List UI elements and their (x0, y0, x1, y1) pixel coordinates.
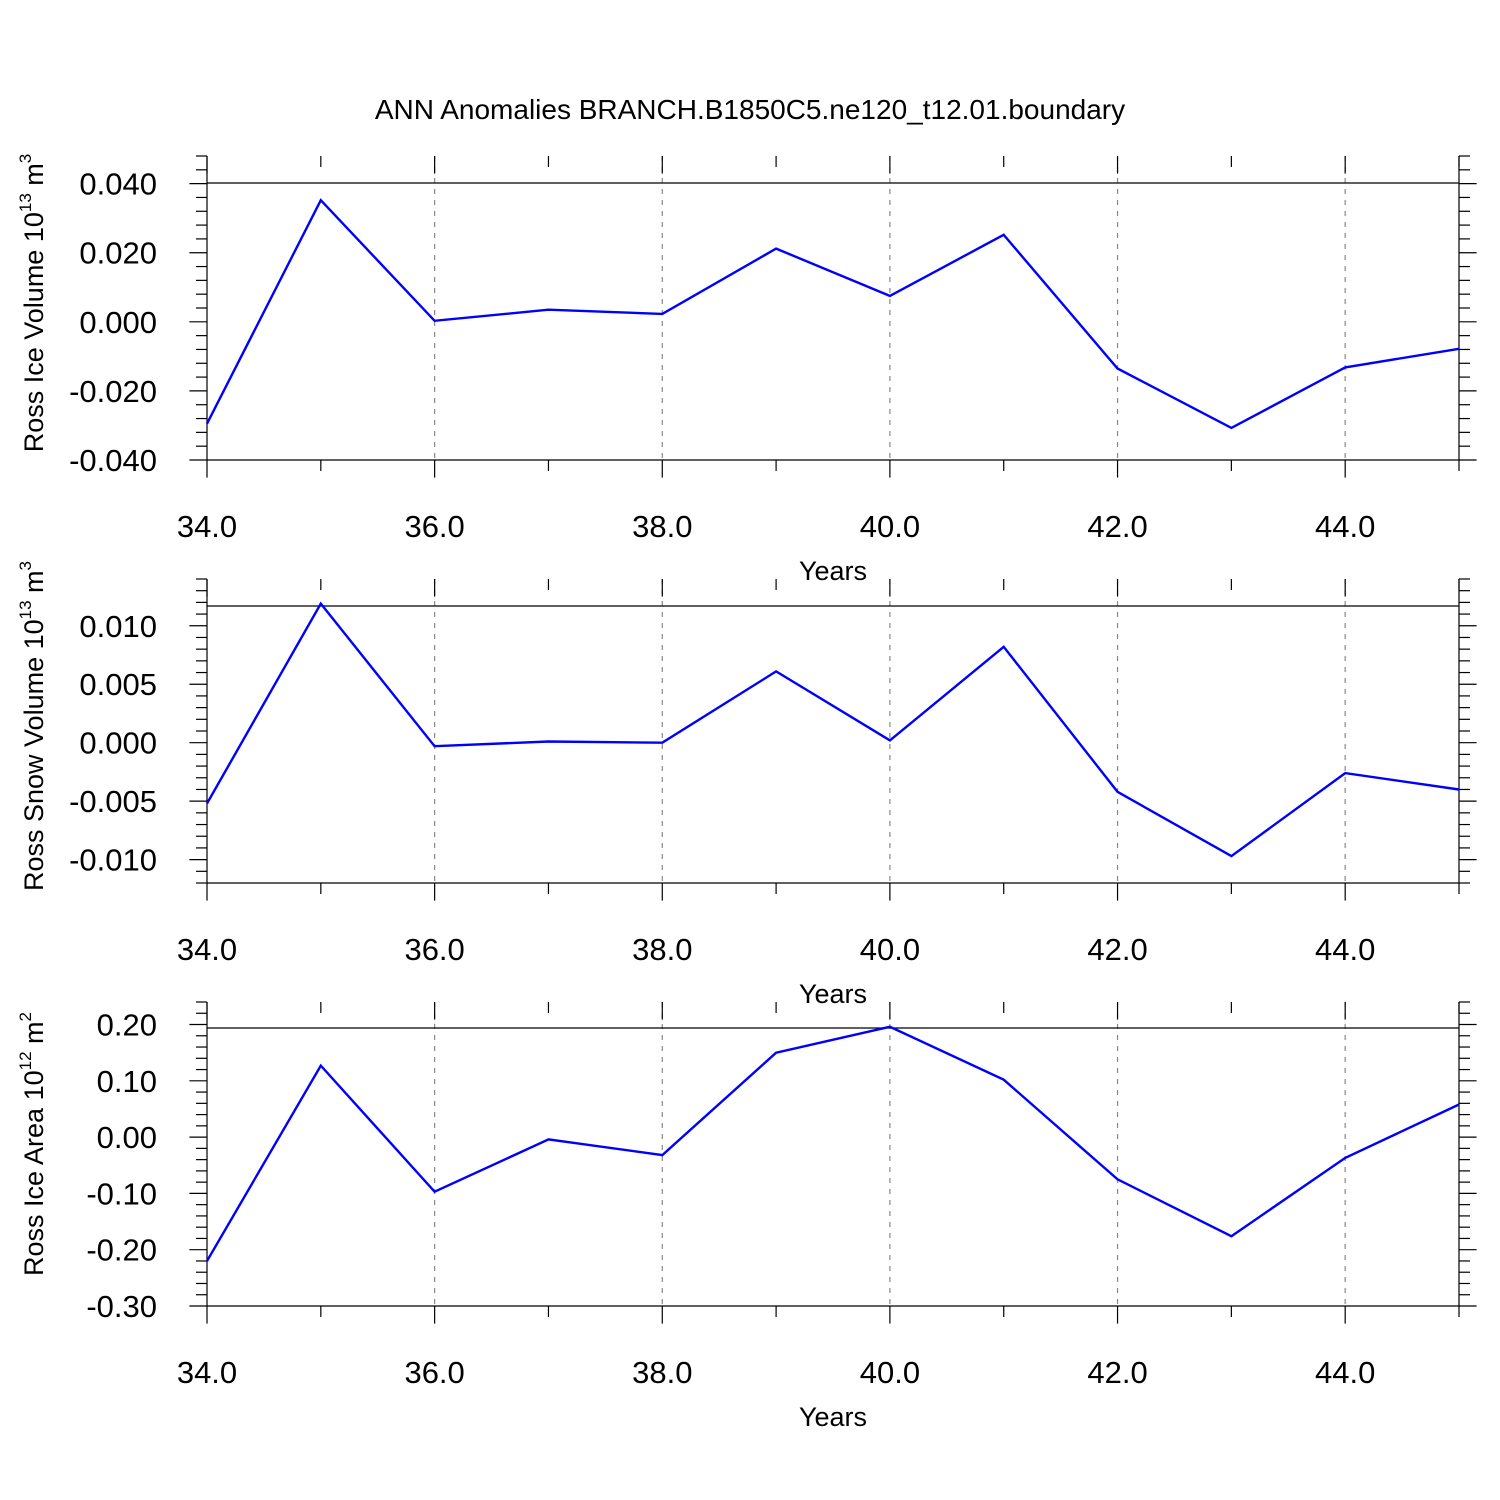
y-axis-label-part: Ross Ice Volume 10 (19, 212, 49, 452)
y-tick-label: 0.010 (79, 609, 157, 644)
x-tick-label: 34.0 (177, 932, 237, 967)
y-axis-label-part: m (19, 163, 49, 193)
x-tick-label: 42.0 (1087, 509, 1147, 544)
series-line (205, 198, 1460, 430)
y-tick-label: -0.20 (86, 1233, 157, 1268)
x-tick-label: 36.0 (404, 932, 464, 967)
y-axis-label-part: 3 (16, 561, 35, 570)
y-axis-label-part: Ross Ice Area 10 (19, 1070, 49, 1276)
series-line (205, 1025, 1460, 1262)
y-tick-label: 0.040 (79, 167, 157, 202)
y-tick-label: -0.020 (69, 374, 157, 409)
y-axis-label-part: 12 (16, 1051, 35, 1070)
y-tick-label: 0.005 (79, 667, 157, 702)
x-tick-label: 38.0 (632, 509, 692, 544)
y-axis-label-part: Ross Snow Volume 10 (19, 619, 49, 891)
y-axis-label-part: m (19, 570, 49, 600)
series-line (205, 601, 1460, 858)
x-tick-label: 38.0 (632, 1355, 692, 1390)
y-tick-label: 0.000 (79, 305, 157, 340)
x-tick-label: 42.0 (1087, 1355, 1147, 1390)
y-tick-label: 0.10 (97, 1064, 157, 1099)
y-axis-label-part: m (19, 1021, 49, 1051)
x-tick-label: 36.0 (404, 1355, 464, 1390)
panel-3: -0.30 -0.20 -0.10 0.00 0.10 0.20 34.0 36.0 38.0 4… (16, 1001, 1477, 1432)
x-tick-label: 40.0 (860, 932, 920, 967)
y-tick-label: -0.005 (69, 784, 157, 819)
x-tick-label: 40.0 (860, 509, 920, 544)
y-tick-label: 0.20 (97, 1008, 157, 1043)
x-axis-label: Years (799, 1402, 867, 1432)
y-tick-label: 0.00 (97, 1120, 157, 1155)
x-tick-label: 36.0 (404, 509, 464, 544)
chart-title: ANN Anomalies BRANCH.B1850C5.ne120_t12.0… (375, 94, 1125, 125)
x-axis-label: Years (799, 979, 867, 1009)
x-tick-label: 38.0 (632, 932, 692, 967)
y-tick-label: -0.30 (86, 1289, 157, 1324)
y-axis-label: Ross Ice Area 1012 m2 (16, 1012, 49, 1276)
y-tick-label: 0.000 (79, 726, 157, 761)
x-tick-label: 34.0 (177, 509, 237, 544)
x-tick-label: 44.0 (1315, 1355, 1375, 1390)
x-axis-label: Years (799, 556, 867, 586)
panel-2: -0.010 -0.005 0.000 0.005 0.010 34.0 36.0 38.0 4… (16, 561, 1477, 1009)
x-tick-label: 44.0 (1315, 509, 1375, 544)
y-axis-label-part: 13 (16, 193, 35, 212)
x-tick-label: 40.0 (860, 1355, 920, 1390)
x-tick-label: 42.0 (1087, 932, 1147, 967)
y-axis-label: Ross Ice Volume 1013 m3 (16, 154, 49, 453)
y-tick-label: 0.020 (79, 236, 157, 271)
x-tick-label: 44.0 (1315, 932, 1375, 967)
y-tick-label: -0.040 (69, 443, 157, 478)
y-axis-label-part: 13 (16, 600, 35, 619)
y-axis-label-part: 3 (16, 154, 35, 163)
y-axis-label-part: 2 (16, 1012, 35, 1021)
panels: -0.040 -0.020 0.000 0.020 0.040 34.0 36.0 38.0 4… (16, 154, 1477, 1432)
y-axis-label: Ross Snow Volume 1013 m3 (16, 561, 49, 891)
x-tick-label: 34.0 (177, 1355, 237, 1390)
y-tick-label: -0.10 (86, 1176, 157, 1211)
y-tick-label: -0.010 (69, 843, 157, 878)
panel-1: -0.040 -0.020 0.000 0.020 0.040 34.0 36.0 38.0 4… (16, 154, 1477, 586)
